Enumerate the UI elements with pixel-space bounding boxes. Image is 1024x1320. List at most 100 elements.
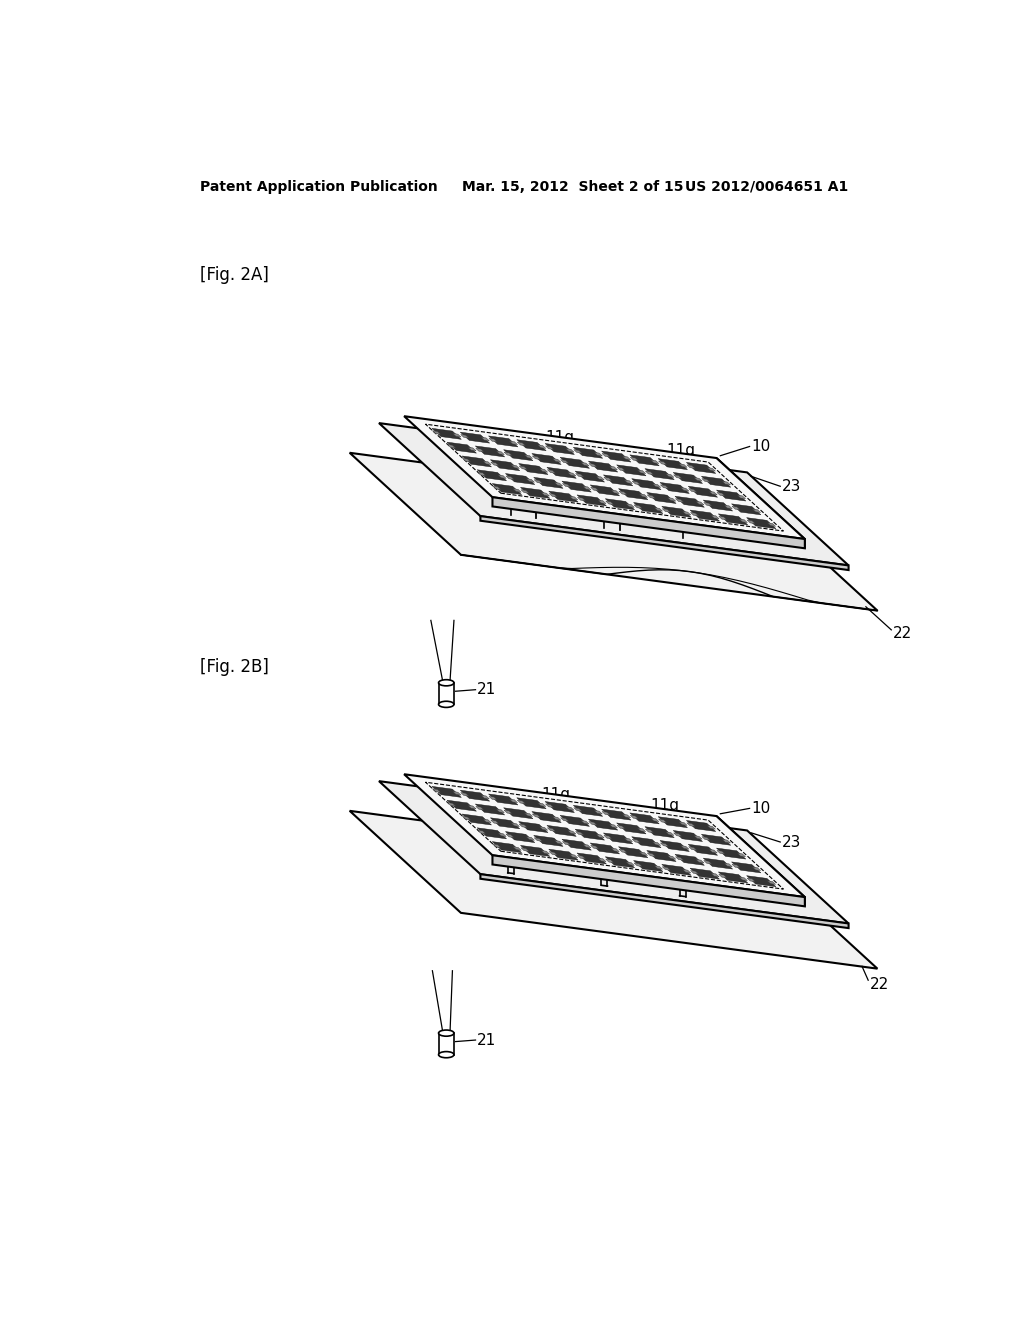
Text: 11g: 11g [667,442,695,458]
Polygon shape [598,500,606,504]
Polygon shape [603,833,633,843]
Polygon shape [683,511,691,515]
Polygon shape [666,832,674,836]
Polygon shape [463,458,471,462]
Polygon shape [480,516,849,570]
Text: [Fig. 2A]: [Fig. 2A] [200,267,268,284]
Polygon shape [404,416,805,539]
Polygon shape [603,475,633,486]
Polygon shape [547,467,577,478]
Polygon shape [739,876,748,880]
Polygon shape [493,486,501,490]
Polygon shape [637,828,646,832]
Polygon shape [658,820,667,822]
Polygon shape [581,462,589,466]
Polygon shape [540,469,548,473]
Text: 23: 23 [781,834,801,850]
Polygon shape [461,434,469,438]
Polygon shape [703,858,732,869]
Polygon shape [546,804,554,808]
Polygon shape [534,478,563,488]
Polygon shape [538,445,546,449]
Polygon shape [711,874,719,876]
Polygon shape [676,499,684,502]
Polygon shape [553,817,561,820]
Polygon shape [711,515,719,519]
Polygon shape [490,459,520,471]
Polygon shape [575,829,604,840]
Polygon shape [673,830,702,841]
Polygon shape [518,821,548,833]
Polygon shape [731,862,761,873]
Polygon shape [630,455,659,466]
Polygon shape [506,832,535,842]
Polygon shape [549,494,557,498]
Polygon shape [703,861,712,865]
Polygon shape [542,492,550,496]
Polygon shape [468,447,476,451]
Polygon shape [662,865,691,875]
Ellipse shape [438,1052,454,1057]
Polygon shape [447,803,456,807]
Polygon shape [432,430,440,434]
Polygon shape [461,792,469,796]
Polygon shape [490,462,499,466]
Bar [438,682,454,705]
Polygon shape [483,820,492,822]
Polygon shape [553,458,561,462]
Polygon shape [511,465,519,469]
Text: 21: 21 [477,1032,497,1048]
Polygon shape [573,447,603,458]
Polygon shape [535,479,543,483]
Polygon shape [666,474,674,478]
Polygon shape [618,491,627,495]
Polygon shape [618,849,627,853]
Polygon shape [709,849,717,853]
Polygon shape [616,465,646,477]
Polygon shape [650,818,658,821]
Polygon shape [618,488,648,500]
Polygon shape [695,859,705,863]
Text: 23: 23 [781,479,801,494]
Polygon shape [708,467,716,471]
Polygon shape [662,507,691,517]
Polygon shape [509,799,517,803]
Polygon shape [460,791,489,801]
Polygon shape [379,781,849,924]
Polygon shape [462,455,492,467]
Polygon shape [432,429,462,440]
Polygon shape [634,863,642,866]
Polygon shape [686,462,716,474]
Polygon shape [493,483,521,495]
Polygon shape [504,808,532,818]
Polygon shape [625,480,633,483]
Polygon shape [602,812,610,814]
Polygon shape [560,457,590,469]
Polygon shape [626,504,634,507]
Polygon shape [632,480,640,484]
Polygon shape [447,445,456,447]
Polygon shape [606,502,614,504]
Polygon shape [589,821,597,825]
Polygon shape [605,499,635,510]
Polygon shape [663,867,671,870]
Polygon shape [719,516,727,520]
Polygon shape [531,454,561,465]
Text: 11g: 11g [545,430,574,445]
Polygon shape [722,840,730,843]
Polygon shape [753,867,761,871]
Polygon shape [493,498,805,548]
Polygon shape [562,840,591,850]
Polygon shape [562,842,570,845]
Polygon shape [432,789,440,792]
Polygon shape [518,463,548,474]
Polygon shape [609,466,617,470]
Polygon shape [688,486,718,498]
Polygon shape [753,510,761,512]
Polygon shape [690,512,698,516]
Polygon shape [488,436,518,447]
Polygon shape [731,504,761,515]
Polygon shape [521,847,529,851]
Polygon shape [654,508,663,511]
Polygon shape [660,484,669,488]
